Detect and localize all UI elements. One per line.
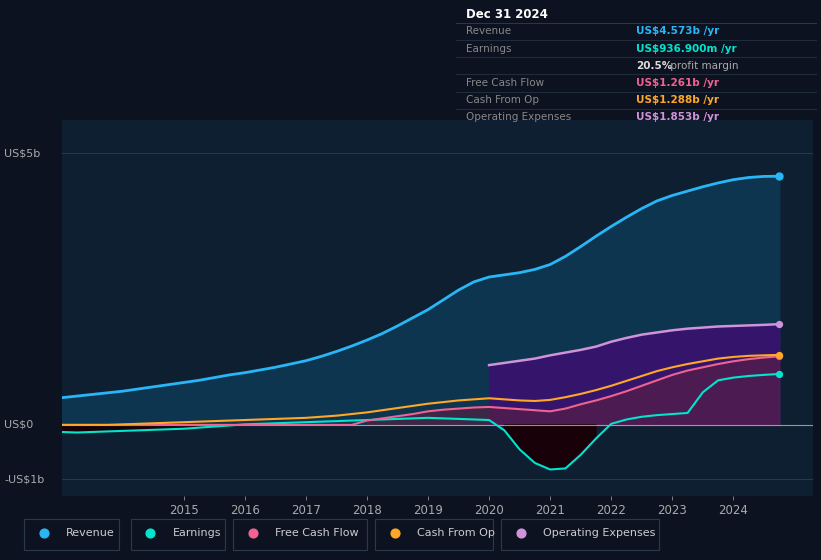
Text: US$5b: US$5b xyxy=(4,148,40,158)
Text: Cash From Op: Cash From Op xyxy=(417,529,495,538)
Text: Dec 31 2024: Dec 31 2024 xyxy=(466,8,548,21)
Point xyxy=(144,529,157,538)
Text: US$1.261b /yr: US$1.261b /yr xyxy=(636,78,719,88)
Text: -US$1b: -US$1b xyxy=(4,474,44,484)
Point xyxy=(773,351,786,360)
Text: Free Cash Flow: Free Cash Flow xyxy=(466,78,544,88)
Point xyxy=(773,352,786,361)
Text: US$1.288b /yr: US$1.288b /yr xyxy=(636,95,719,105)
Text: Earnings: Earnings xyxy=(466,44,512,54)
Point xyxy=(514,529,527,538)
Point xyxy=(773,172,786,181)
Text: profit margin: profit margin xyxy=(667,61,738,71)
Point xyxy=(38,529,51,538)
Point xyxy=(773,320,786,329)
Text: Cash From Op: Cash From Op xyxy=(466,95,539,105)
Text: US$4.573b /yr: US$4.573b /yr xyxy=(636,26,719,36)
Text: Revenue: Revenue xyxy=(466,26,511,36)
Text: Revenue: Revenue xyxy=(66,529,115,538)
Point xyxy=(388,529,401,538)
Text: Operating Expenses: Operating Expenses xyxy=(466,113,571,123)
Point xyxy=(773,370,786,379)
Text: Earnings: Earnings xyxy=(172,529,221,538)
Text: 20.5%: 20.5% xyxy=(636,61,672,71)
Text: Operating Expenses: Operating Expenses xyxy=(543,529,655,538)
Text: US$936.900m /yr: US$936.900m /yr xyxy=(636,44,737,54)
Text: Free Cash Flow: Free Cash Flow xyxy=(275,529,359,538)
Text: US$0: US$0 xyxy=(4,420,34,430)
Text: US$1.853b /yr: US$1.853b /yr xyxy=(636,113,719,123)
Point xyxy=(246,529,259,538)
